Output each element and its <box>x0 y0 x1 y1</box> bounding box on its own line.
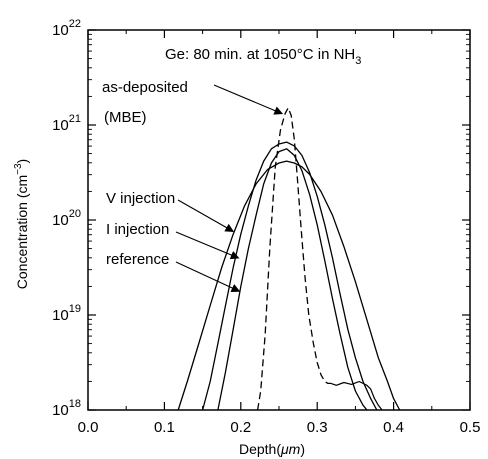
y-tick-label-base: 10 <box>52 22 69 39</box>
y-tick-label: 1021 <box>52 113 81 134</box>
series-label-mbe: (MBE) <box>104 109 147 126</box>
series-label-v-injection: V injection <box>106 190 175 207</box>
arrow-reference <box>175 261 241 293</box>
y-tick-label: 1019 <box>52 303 81 324</box>
y-tick-label-exponent: 19 <box>69 303 81 315</box>
x-tick-label: 0.5 <box>460 419 481 436</box>
y-tick-label-exponent: 22 <box>69 18 81 30</box>
series-label-reference: reference <box>106 251 169 268</box>
x-tick-label: 0.3 <box>307 419 328 436</box>
x-axis-label-unit: μm <box>280 441 301 457</box>
chart-title: Ge: 80 min. at 1050°C in NH3 <box>165 46 361 67</box>
chart-title-main: Ge: 80 min. at 1050°C in NH <box>165 46 355 63</box>
y-axis-label: Concentration (cm−3) <box>13 159 30 289</box>
series-line-reference <box>217 148 368 411</box>
arrow-as-deposited <box>213 84 284 115</box>
arrow-v-injection <box>177 199 235 232</box>
x-tick-label: 0.1 <box>154 419 175 436</box>
annotation-arrows <box>175 84 284 293</box>
y-tick-label: 1020 <box>52 208 81 229</box>
x-axis-label-text: Depth( <box>239 441 281 457</box>
arrow-i-injection <box>175 231 240 260</box>
x-axis-label-close: ) <box>300 441 305 457</box>
y-tick-label-exponent: 21 <box>69 113 81 125</box>
chart-title-subscript: 3 <box>355 55 361 67</box>
y-axis-label-close: ) <box>14 159 30 164</box>
y-tick-label: 1022 <box>52 18 81 39</box>
x-tick-label: 0.2 <box>230 419 251 436</box>
series-layer <box>177 107 401 411</box>
y-tick-label-exponent: 20 <box>69 208 81 220</box>
y-tick-label-exponent: 18 <box>69 398 81 410</box>
y-tick-label: 1018 <box>52 398 81 419</box>
y-tick-label-base: 10 <box>52 117 69 134</box>
y-axis-label-text: Concentration (cm <box>14 175 30 289</box>
x-tick-label: 0.4 <box>383 419 404 436</box>
series-label-i-injection: I injection <box>106 221 169 238</box>
series-line-v-injection <box>177 160 401 411</box>
y-tick-label-base: 10 <box>52 212 69 229</box>
x-tick-label: 0.0 <box>78 419 99 436</box>
y-tick-label-base: 10 <box>52 402 69 419</box>
y-tick-label-base: 10 <box>52 307 69 324</box>
x-axis-label: Depth(μm) <box>239 441 305 457</box>
series-tail-as-deposited <box>330 380 383 411</box>
y-axis-label-sup: −3 <box>13 163 24 175</box>
series-line-i-injection <box>201 141 378 411</box>
series-label-as-deposited: as-deposited <box>102 79 188 96</box>
